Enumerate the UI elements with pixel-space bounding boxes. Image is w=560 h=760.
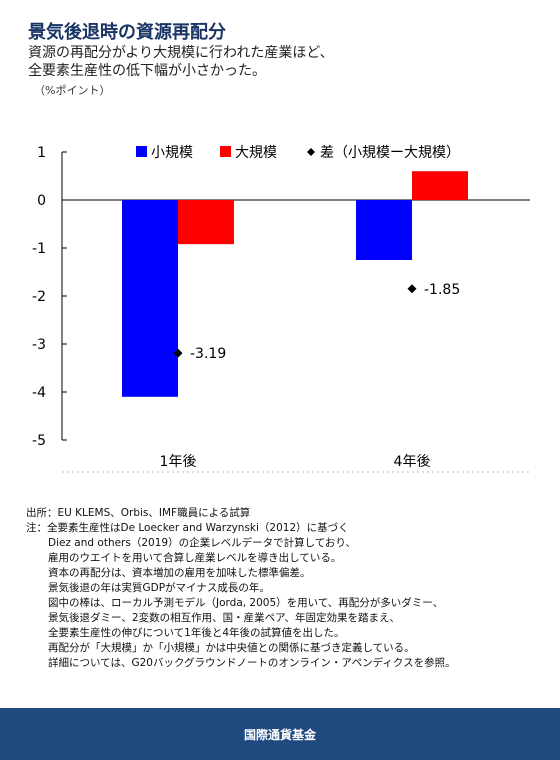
note-line: 景気後退ダミー、2変数の相互作用、国・産業ペア、年固定効果を踏まえ、 (48, 612, 401, 624)
footer-org-name: 国際通貨基金 (243, 727, 316, 742)
bar-large-scale (412, 171, 468, 200)
y-tick-label: -5 (32, 433, 46, 449)
difference-marker (173, 348, 183, 358)
bar-small-scale (356, 200, 412, 260)
note-line: 再配分が「大規模」か「小規模」かは中央値との関係に基づき定義している。 (48, 642, 415, 654)
x-tick-label: 1年後 (160, 454, 197, 470)
legend-label-difference: 差（小規模ー大規模） (320, 145, 460, 161)
chart-subtitle: 資源の再配分がより大規模に行われた産業ほど、 全要素生産性の低下幅が小さかった。 (28, 44, 334, 80)
data-label: -3.19 (190, 346, 226, 362)
note-line: 資本の再配分は、資本増加の雇用を加味した標準偏差。 (48, 567, 311, 579)
note-line: 図中の棒は、ローカル予測モデル（Jorda, 2005）を用いて、再配分が多いダ… (48, 597, 444, 609)
note-line: Diez and others（2019）の企業レベルデータで計算しており、 (48, 537, 357, 549)
source-note: 出所：EU KLEMS、Orbis、IMF職員による試算 (26, 507, 251, 519)
y-tick-label: -1 (32, 241, 46, 257)
bar-chart: 1 0 -1 -2 -3 -4 -5 -3.19 1年後 -1.85 4年後 小規模 大規模 差（小規模ー… (32, 145, 530, 473)
footer-bar: 国際通貨基金 (0, 708, 560, 760)
note-line: 景気後退の年は実質GDPがマイナス成長の年。 (48, 582, 270, 594)
data-label: -1.85 (424, 282, 460, 298)
note-line: 注：全要素生産性はDe Loecker and Warzynski（2012）に… (26, 522, 349, 534)
x-tick-label: 4年後 (394, 454, 431, 470)
bar-large-scale (178, 200, 234, 245)
chart-title: 景気後退時の資源再配分 (28, 22, 226, 43)
bar-small-scale (122, 200, 178, 397)
legend-swatch-large (220, 146, 231, 157)
subtitle-line-1: 資源の再配分がより大規模に行われた産業ほど、 (28, 45, 334, 61)
note-line: 雇用のウエイトを用いて合算し産業レベルを導き出している。 (48, 552, 342, 564)
y-tick-label: 0 (37, 193, 46, 209)
y-tick-label: -4 (32, 385, 46, 401)
note-line: 詳細については、G20バックグラウンドノートのオンライン・アペンディクスを参照。 (48, 657, 456, 669)
y-tick-label: 1 (37, 145, 46, 161)
note-line: 全要素生産性の伸びについて1年後と4年後の試算値を出した。 (48, 627, 345, 639)
subtitle-line-2: 全要素生産性の低下幅が小さかった。 (28, 63, 266, 79)
y-tick-label: -2 (32, 289, 46, 305)
unit-label: （%ポイント） (34, 84, 111, 97)
legend-label-large: 大規模 (235, 145, 277, 161)
legend-label-small: 小規模 (151, 145, 193, 161)
y-tick-label: -3 (32, 337, 46, 353)
difference-marker (407, 284, 417, 294)
legend-swatch-small (136, 146, 147, 157)
notes: 出所：EU KLEMS、Orbis、IMF職員による試算 注：全要素生産性はDe… (26, 506, 456, 671)
legend-marker-difference (307, 148, 315, 156)
